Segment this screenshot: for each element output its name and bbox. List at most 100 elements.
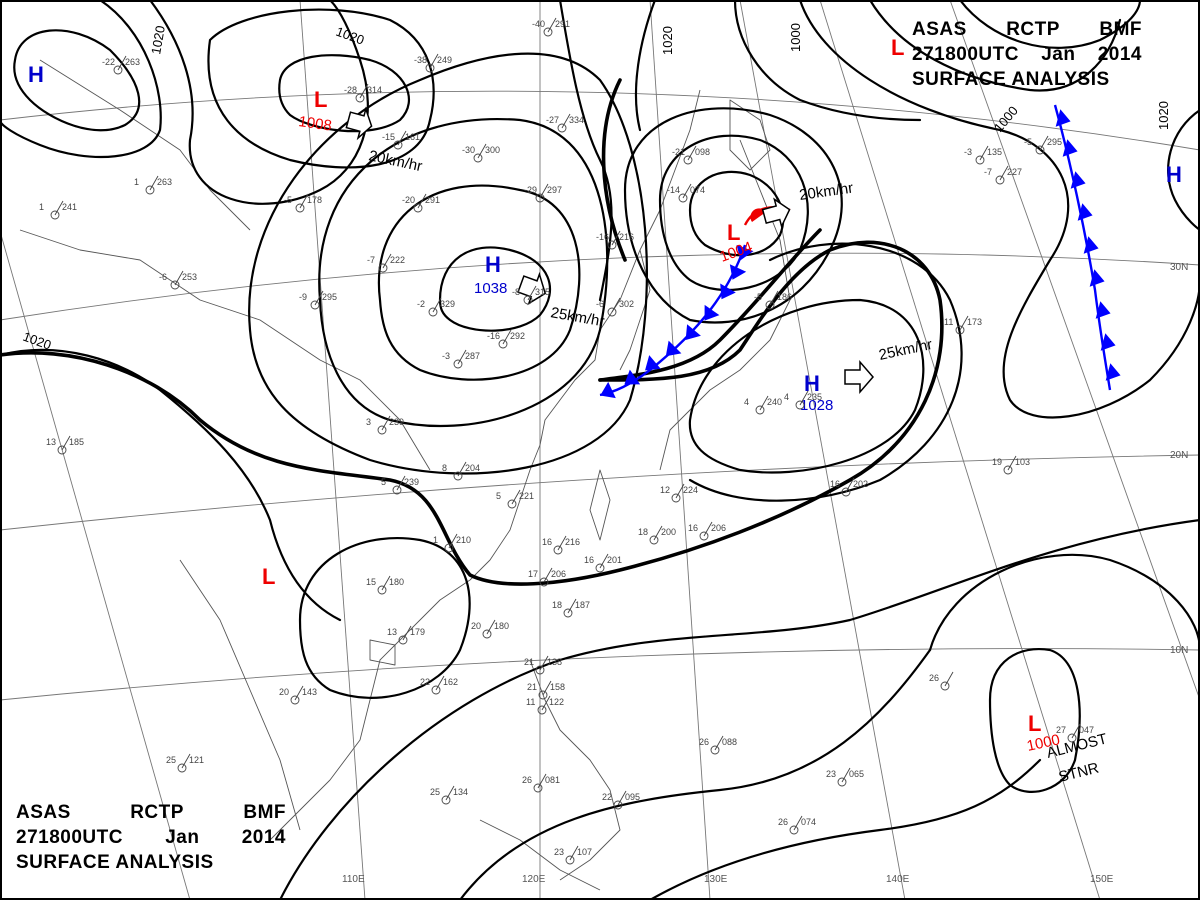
- wind-barb: [599, 553, 609, 569]
- station-temperature: 21: [524, 657, 534, 667]
- station-plot: 23 107: [554, 845, 592, 865]
- footer-code: BMF: [243, 802, 286, 823]
- station-pressure: 204: [465, 463, 480, 473]
- cold-front-triangle: [1070, 171, 1086, 189]
- station-plot: -20 291: [402, 193, 440, 213]
- station-temperature: -29: [524, 185, 537, 195]
- wind-barb: [382, 253, 392, 269]
- low-center-1004: L: [727, 220, 740, 245]
- cold-front-triangle: [665, 340, 682, 357]
- station-plot: 16 201: [584, 553, 622, 573]
- wind-barb: [793, 815, 803, 831]
- station-temperature: -6: [596, 299, 604, 309]
- station-plot: -14 074: [667, 183, 705, 203]
- station-circle: [428, 307, 438, 317]
- station-pressure: 292: [510, 331, 525, 341]
- station-plot: 26 088: [699, 735, 737, 755]
- isobar-west-1020: [0, 348, 342, 622]
- station-temperature: 25: [166, 755, 176, 765]
- isobar-1000-south-inner: [988, 648, 1081, 793]
- station-circle: [533, 783, 543, 793]
- wind-barb: [54, 200, 64, 216]
- station-circle: [613, 800, 623, 810]
- wind-barb: [314, 290, 324, 306]
- indochina-coast: [179, 559, 301, 831]
- station-circle: [543, 27, 553, 37]
- wind-barb: [569, 845, 579, 861]
- station-plot: 11 173: [944, 315, 982, 335]
- station-pressure: 158: [550, 682, 565, 692]
- cold-front-triangle: [704, 304, 720, 321]
- station-circle: [145, 185, 155, 195]
- station-plot: 15 180: [366, 575, 404, 595]
- low-value-1000: 1000: [1025, 731, 1061, 755]
- wind-barb: [432, 297, 442, 313]
- high-center-nw: H: [28, 62, 44, 87]
- cold-front-triangle: [1077, 203, 1093, 221]
- station-pressure: 081: [545, 775, 560, 785]
- station-pressure: 186: [777, 292, 792, 302]
- cold-front-triangle: [1089, 269, 1105, 287]
- arrow-low1008: [345, 106, 373, 141]
- station-temperature: 3: [366, 417, 371, 427]
- isobar-1016-bold: [598, 228, 822, 382]
- cold-front-triangle: [645, 355, 661, 371]
- footer-line1: ASAS RCTP BMF: [16, 800, 286, 825]
- wind-barb: [959, 315, 969, 331]
- station-plot: -7 222: [367, 253, 405, 273]
- footer-time: 271800UTC: [16, 827, 123, 848]
- cold-front-triangle: [1100, 333, 1116, 351]
- lat-line-20n: [0, 454, 1200, 531]
- station-plot: 5 221: [496, 489, 534, 509]
- station-temperature: -6: [159, 272, 167, 282]
- station-temperature: -5: [1024, 137, 1032, 147]
- station-circle: [113, 65, 123, 75]
- station-pressure: 210: [456, 535, 471, 545]
- isobar-1024-bold: [601, 78, 627, 262]
- station-circle: [507, 499, 517, 509]
- wind-barb: [448, 533, 458, 549]
- header-station: RCTP: [1006, 19, 1060, 40]
- station-temperature: -3: [442, 351, 450, 361]
- lat-label: 30N: [1170, 262, 1188, 273]
- station-temperature: 12: [660, 485, 670, 495]
- station-circle: [537, 705, 547, 715]
- station-circle: [1035, 145, 1045, 155]
- station-circle: [671, 493, 681, 503]
- station-circle: [425, 63, 435, 73]
- cold-front-triangle: [624, 369, 641, 385]
- isobar-1000-south-outer: [928, 553, 1200, 652]
- station-plot: 25 121: [166, 753, 204, 773]
- taiwan-coast: [589, 469, 611, 541]
- station-circle: [453, 359, 463, 369]
- station-plot: 11 122: [526, 695, 564, 715]
- station-temperature: -7: [367, 255, 375, 265]
- wind-barb: [402, 625, 412, 641]
- isobar-east-1000: [868, 0, 1122, 92]
- station-temperature: 13: [387, 627, 397, 637]
- station-temperature: 4: [784, 392, 789, 402]
- station-pressure: 201: [607, 555, 622, 565]
- station-temperature: -16: [487, 331, 500, 341]
- station-pressure: 216: [565, 537, 580, 547]
- station-circle: [789, 825, 799, 835]
- station-circle: [398, 635, 408, 645]
- wind-barb: [999, 165, 1009, 181]
- station-pressure: 239: [389, 417, 404, 427]
- lon-label: 140E: [886, 874, 910, 885]
- station-temperature: -7: [984, 167, 992, 177]
- station-circle: [557, 123, 567, 133]
- isobar-high1028-inner: [688, 298, 925, 474]
- station-plot: 26: [929, 671, 954, 691]
- station-pressure: 098: [695, 147, 710, 157]
- station-temperature: 26: [699, 737, 709, 747]
- station-circle: [940, 681, 950, 691]
- station-temperature: 11: [944, 317, 953, 327]
- station-circle: [607, 240, 617, 250]
- station-temperature: -30: [462, 145, 475, 155]
- station-circle: [170, 280, 180, 290]
- station-temperature: 23: [826, 769, 836, 779]
- header-line3: SURFACE ANALYSIS: [912, 67, 1142, 92]
- isobar-1020-bold: [0, 240, 944, 586]
- station-circle: [535, 665, 545, 675]
